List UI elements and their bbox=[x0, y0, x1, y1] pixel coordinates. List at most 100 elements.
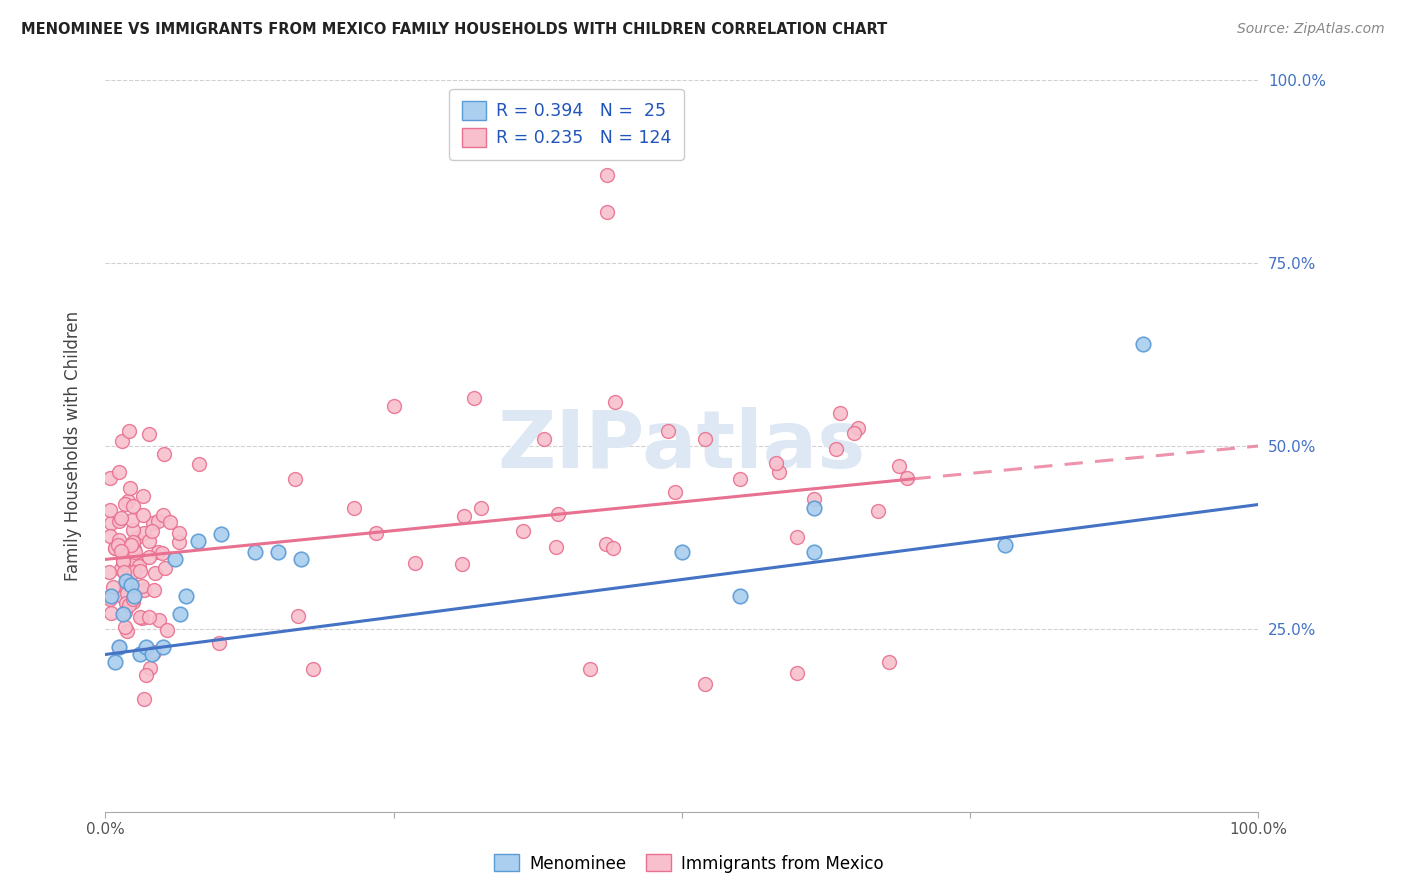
Point bbox=[122, 499, 145, 513]
Point bbox=[846, 421, 869, 435]
Point bbox=[115, 596, 138, 610]
Point bbox=[98, 529, 121, 543]
Point bbox=[114, 620, 136, 634]
Point bbox=[98, 471, 121, 485]
Point bbox=[124, 589, 146, 603]
Point bbox=[596, 169, 619, 183]
Point bbox=[463, 392, 485, 406]
Point bbox=[728, 472, 751, 486]
Y-axis label: Family Households with Children: Family Households with Children bbox=[63, 311, 82, 581]
Point bbox=[169, 607, 191, 622]
Point bbox=[135, 640, 157, 655]
Point bbox=[128, 559, 150, 574]
Point bbox=[122, 535, 145, 549]
Point bbox=[343, 500, 366, 515]
Point bbox=[142, 516, 165, 531]
Point bbox=[100, 607, 122, 621]
Point bbox=[108, 640, 131, 655]
Point bbox=[547, 508, 569, 522]
Text: Source: ZipAtlas.com: Source: ZipAtlas.com bbox=[1237, 22, 1385, 37]
Point bbox=[122, 591, 145, 606]
Point bbox=[98, 565, 121, 579]
Point bbox=[141, 648, 163, 662]
Point bbox=[121, 513, 143, 527]
Point bbox=[117, 579, 139, 593]
Point bbox=[120, 538, 142, 552]
Point bbox=[134, 582, 156, 597]
Point bbox=[107, 533, 129, 547]
Point bbox=[110, 543, 132, 558]
Text: MENOMINEE VS IMMIGRANTS FROM MEXICO FAMILY HOUSEHOLDS WITH CHILDREN CORRELATION : MENOMINEE VS IMMIGRANTS FROM MEXICO FAMI… bbox=[21, 22, 887, 37]
Point bbox=[138, 550, 160, 565]
Point bbox=[533, 432, 555, 446]
Point bbox=[803, 501, 825, 516]
Point bbox=[153, 447, 176, 461]
Point bbox=[470, 501, 492, 516]
Point bbox=[287, 609, 309, 624]
Point bbox=[595, 537, 617, 551]
Point bbox=[163, 552, 186, 566]
Point bbox=[114, 578, 136, 592]
Point bbox=[148, 514, 170, 528]
Point bbox=[156, 623, 179, 637]
Point bbox=[879, 655, 901, 669]
Point bbox=[143, 566, 166, 580]
Point bbox=[108, 640, 131, 654]
Point bbox=[131, 611, 153, 625]
Point bbox=[114, 605, 136, 619]
Point bbox=[120, 578, 142, 592]
Point bbox=[143, 582, 166, 597]
Point bbox=[139, 661, 162, 675]
Point bbox=[602, 541, 624, 556]
Point bbox=[117, 570, 139, 584]
Point bbox=[544, 540, 567, 554]
Point bbox=[104, 655, 127, 669]
Point bbox=[187, 534, 209, 549]
Point bbox=[596, 205, 619, 219]
Point bbox=[138, 533, 160, 548]
Point bbox=[152, 640, 174, 655]
Point bbox=[382, 399, 405, 413]
Point bbox=[118, 598, 141, 612]
Point bbox=[803, 545, 825, 559]
Point bbox=[578, 662, 600, 676]
Point bbox=[728, 589, 751, 603]
Point bbox=[803, 492, 825, 507]
Point bbox=[129, 648, 152, 662]
Point bbox=[100, 516, 122, 531]
Point bbox=[129, 564, 152, 578]
Point bbox=[167, 526, 190, 541]
Point bbox=[167, 534, 190, 549]
Point bbox=[138, 427, 160, 442]
Point bbox=[138, 609, 160, 624]
Point bbox=[108, 514, 131, 528]
Point bbox=[671, 545, 693, 559]
Point bbox=[114, 497, 136, 511]
Point bbox=[842, 425, 865, 440]
Point bbox=[207, 635, 229, 649]
Point bbox=[122, 523, 145, 537]
Point bbox=[768, 466, 790, 480]
Point bbox=[115, 624, 138, 639]
Point bbox=[104, 541, 127, 555]
Point bbox=[889, 459, 911, 474]
Point bbox=[512, 524, 534, 538]
Point bbox=[98, 591, 121, 606]
Point bbox=[111, 549, 134, 564]
Point bbox=[108, 465, 131, 479]
Point bbox=[111, 607, 134, 622]
Point bbox=[117, 494, 139, 508]
Point bbox=[115, 558, 138, 573]
Point bbox=[122, 595, 145, 609]
Point bbox=[148, 613, 170, 627]
Point bbox=[104, 541, 127, 556]
Text: ZIPatlas: ZIPatlas bbox=[498, 407, 866, 485]
Point bbox=[132, 526, 155, 541]
Point bbox=[146, 545, 169, 559]
Point bbox=[120, 481, 142, 495]
Point bbox=[664, 485, 686, 500]
Point bbox=[132, 508, 155, 523]
Point bbox=[693, 432, 716, 446]
Point bbox=[112, 554, 135, 568]
Point bbox=[129, 610, 152, 624]
